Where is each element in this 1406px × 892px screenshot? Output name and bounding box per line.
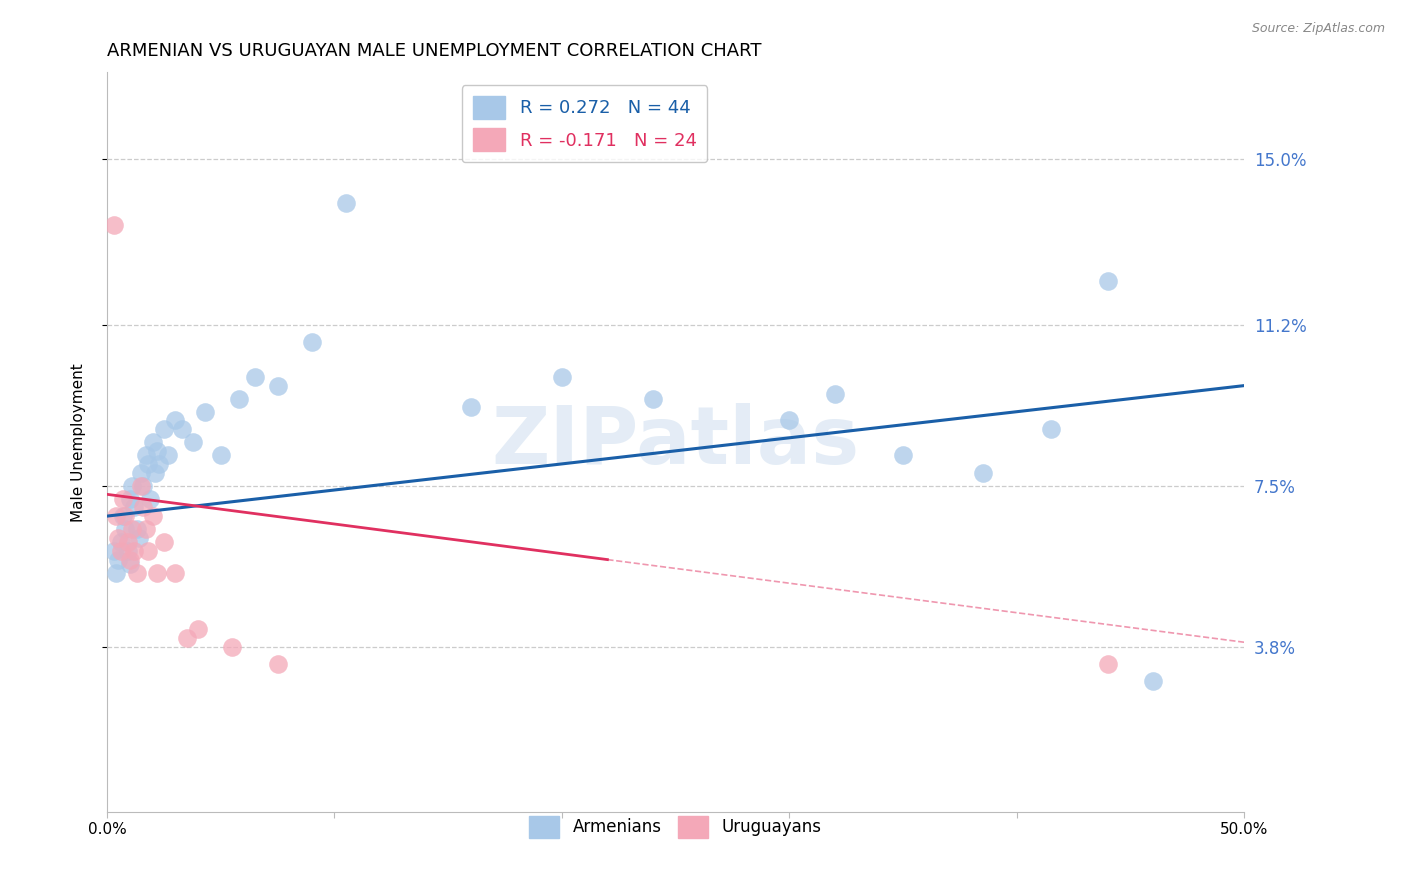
Point xyxy=(111,491,134,506)
Point xyxy=(118,552,141,566)
Point xyxy=(135,522,157,536)
Point xyxy=(148,457,170,471)
Point xyxy=(139,491,162,506)
Point xyxy=(157,448,180,462)
Y-axis label: Male Unemployment: Male Unemployment xyxy=(72,363,86,522)
Point xyxy=(118,557,141,571)
Point xyxy=(117,544,139,558)
Point xyxy=(146,566,169,580)
Point xyxy=(460,401,482,415)
Point xyxy=(1039,422,1062,436)
Point xyxy=(136,457,159,471)
Point xyxy=(117,535,139,549)
Point xyxy=(778,413,800,427)
Point xyxy=(266,657,288,671)
Point xyxy=(124,500,146,515)
Point xyxy=(172,422,194,436)
Point xyxy=(153,535,176,549)
Point xyxy=(221,640,243,654)
Point xyxy=(107,531,129,545)
Point xyxy=(114,522,136,536)
Point xyxy=(335,195,357,210)
Point xyxy=(228,392,250,406)
Point xyxy=(243,370,266,384)
Point xyxy=(114,509,136,524)
Point xyxy=(176,631,198,645)
Point xyxy=(146,443,169,458)
Point xyxy=(641,392,664,406)
Point xyxy=(209,448,232,462)
Point xyxy=(121,478,143,492)
Point xyxy=(142,509,165,524)
Point xyxy=(153,422,176,436)
Point xyxy=(301,335,323,350)
Point xyxy=(183,435,205,450)
Point xyxy=(1097,274,1119,288)
Point xyxy=(129,466,152,480)
Point xyxy=(132,478,155,492)
Point xyxy=(105,509,128,524)
Text: Source: ZipAtlas.com: Source: ZipAtlas.com xyxy=(1251,22,1385,36)
Point xyxy=(891,448,914,462)
Point xyxy=(135,448,157,462)
Point xyxy=(165,566,187,580)
Text: ZIPatlas: ZIPatlas xyxy=(492,403,859,481)
Point xyxy=(132,500,155,515)
Point xyxy=(105,566,128,580)
Point xyxy=(972,466,994,480)
Point xyxy=(128,531,150,545)
Point xyxy=(1097,657,1119,671)
Point xyxy=(125,566,148,580)
Point xyxy=(103,218,125,232)
Text: ARMENIAN VS URUGUAYAN MALE UNEMPLOYMENT CORRELATION CHART: ARMENIAN VS URUGUAYAN MALE UNEMPLOYMENT … xyxy=(107,42,762,60)
Point xyxy=(824,387,846,401)
Point xyxy=(124,544,146,558)
Point xyxy=(1142,674,1164,689)
Point xyxy=(125,522,148,536)
Point xyxy=(129,478,152,492)
Point xyxy=(118,491,141,506)
Point xyxy=(111,509,134,524)
Point xyxy=(110,544,132,558)
Point xyxy=(103,544,125,558)
Point xyxy=(107,552,129,566)
Legend: Armenians, Uruguayans: Armenians, Uruguayans xyxy=(523,809,828,844)
Point xyxy=(121,522,143,536)
Point xyxy=(136,544,159,558)
Point xyxy=(143,466,166,480)
Point xyxy=(551,370,574,384)
Point xyxy=(165,413,187,427)
Point xyxy=(266,378,288,392)
Point xyxy=(110,535,132,549)
Point xyxy=(187,622,209,636)
Point xyxy=(194,405,217,419)
Point xyxy=(142,435,165,450)
